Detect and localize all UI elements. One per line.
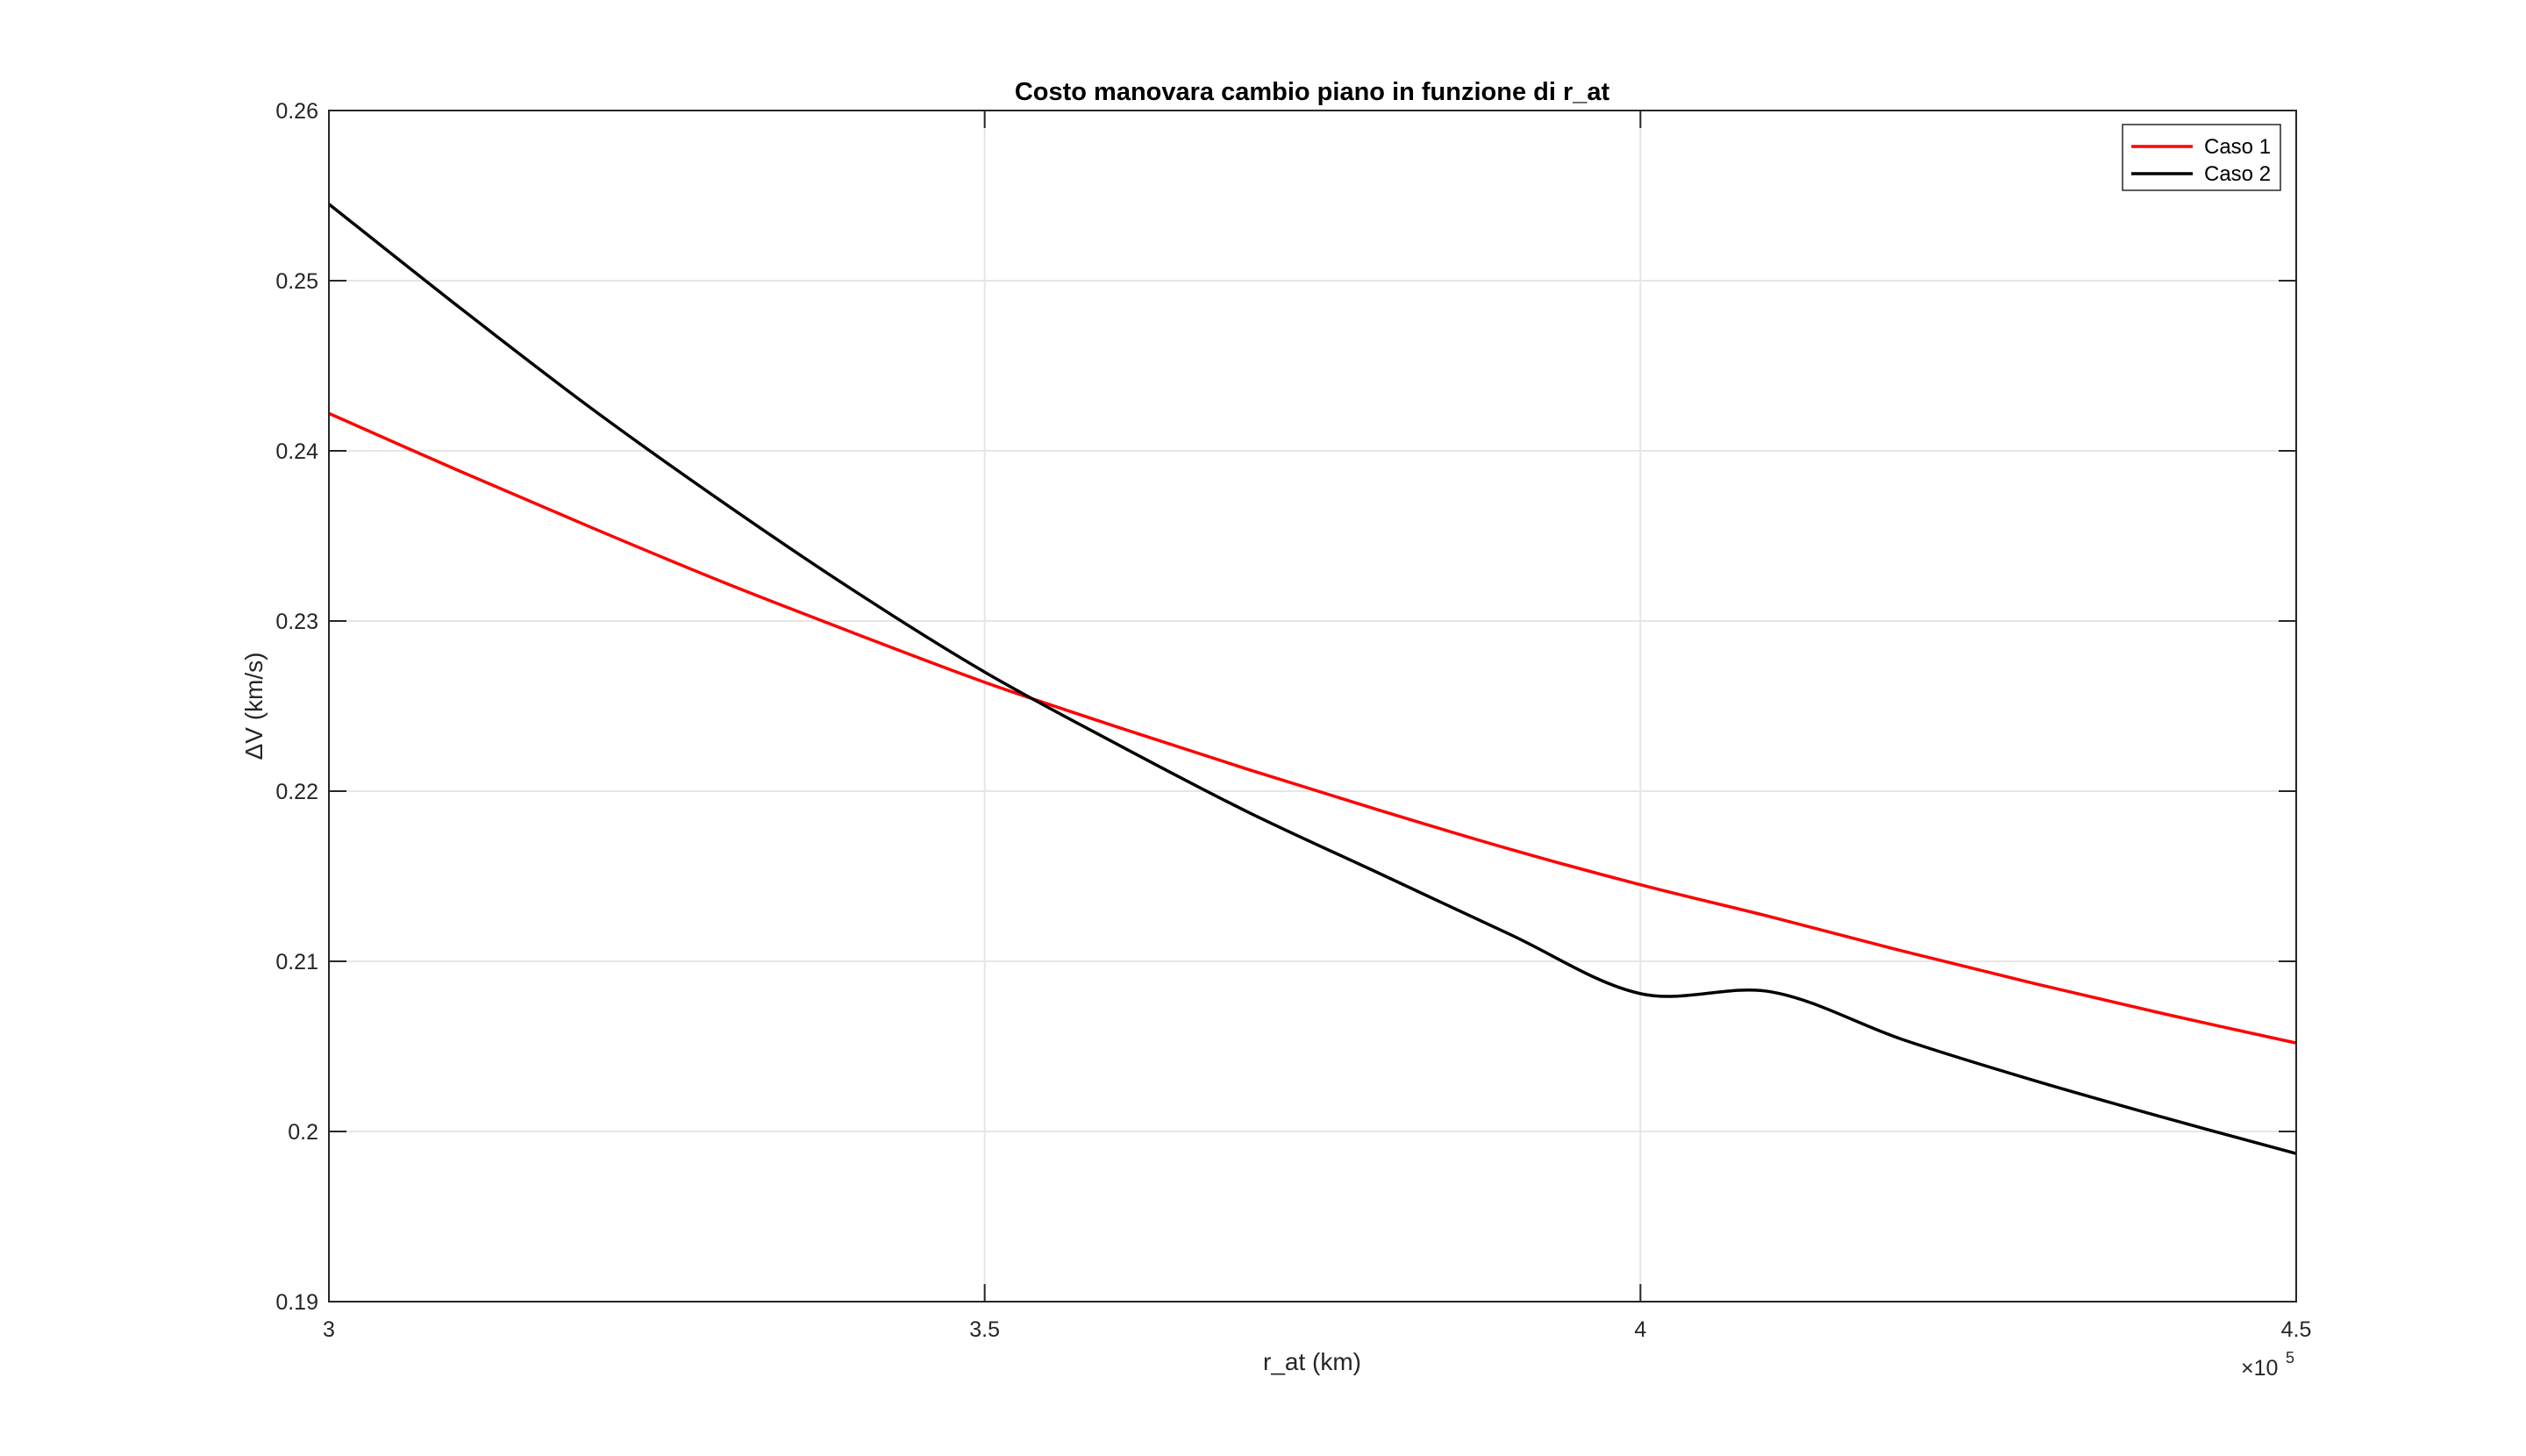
x-tick-label: 3 [323, 1317, 335, 1342]
tick-labels: 3 3.5 4 4.5 0.19 0.2 0.21 0.22 0.23 0.24 0.25 0.26 [275, 99, 2311, 1342]
y-tick-label: 0.24 [275, 439, 318, 464]
y-axis-label: ΔV (km/s) [240, 653, 268, 760]
x-tick-label: 3.5 [969, 1317, 1000, 1342]
legend-box [2122, 124, 2281, 191]
y-tick-label: 0.21 [275, 950, 318, 974]
plot-area [329, 111, 2296, 1302]
x-exponent-label: ×10 5 [2241, 1349, 2294, 1381]
legend: Caso 1 Caso 2 [2122, 124, 2281, 191]
legend-label-caso-1: Caso 1 [2204, 135, 2271, 159]
x-tick-label: 4 [1634, 1317, 1646, 1342]
chart-title: Costo manovara cambio piano in funzione … [1015, 78, 1610, 106]
y-tick-label: 0.2 [288, 1120, 318, 1145]
x-axis-label: r_at (km) [1263, 1348, 1361, 1375]
y-tick-label: 0.25 [275, 269, 318, 294]
y-tick-label: 0.23 [275, 610, 318, 634]
legend-label-caso-2: Caso 2 [2204, 162, 2271, 186]
series-line-caso-2 [327, 203, 2297, 1155]
grid-lines [328, 110, 2297, 1303]
y-tick-label: 0.26 [275, 99, 318, 124]
plot-frame [328, 110, 2297, 1303]
x-multiplier-exponent: 5 [2286, 1349, 2294, 1367]
y-tick-label: 0.22 [275, 780, 318, 804]
series-line-caso-1 [328, 411, 2297, 1045]
x-multiplier-base: ×10 [2241, 1356, 2278, 1381]
series-lines [327, 203, 2297, 1155]
x-tick-label: 4.5 [2281, 1317, 2312, 1342]
y-tick-label: 0.19 [275, 1290, 318, 1315]
